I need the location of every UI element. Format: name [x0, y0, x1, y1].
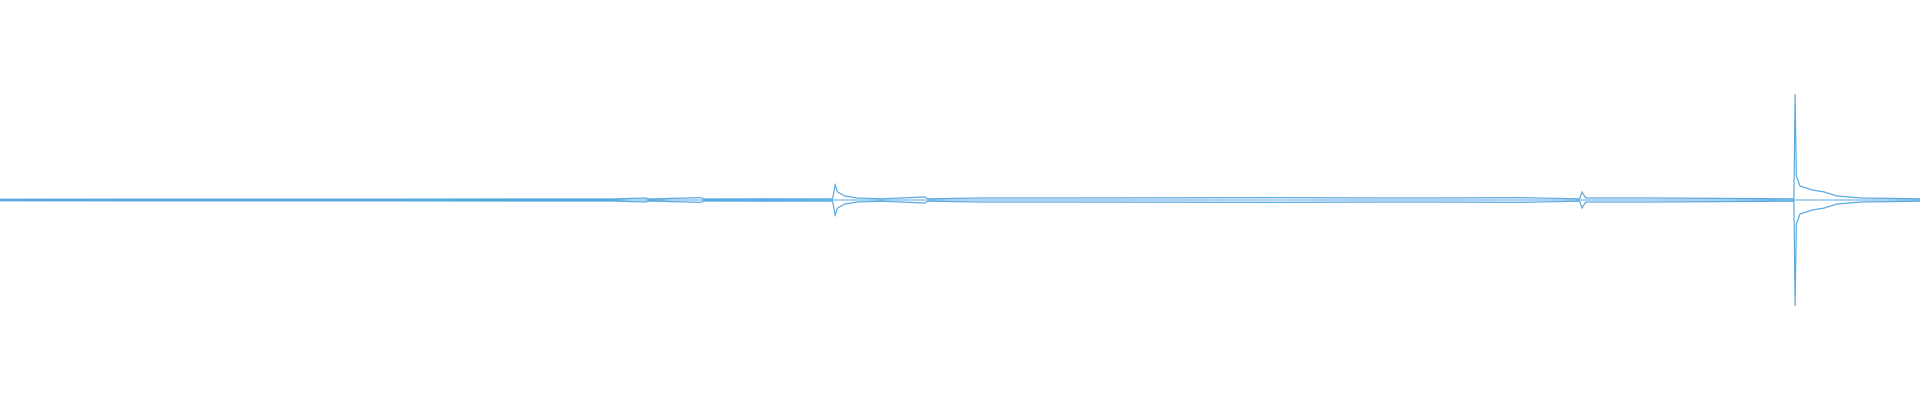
waveform-lower — [0, 200, 1920, 307]
waveform-upper — [0, 93, 1920, 200]
